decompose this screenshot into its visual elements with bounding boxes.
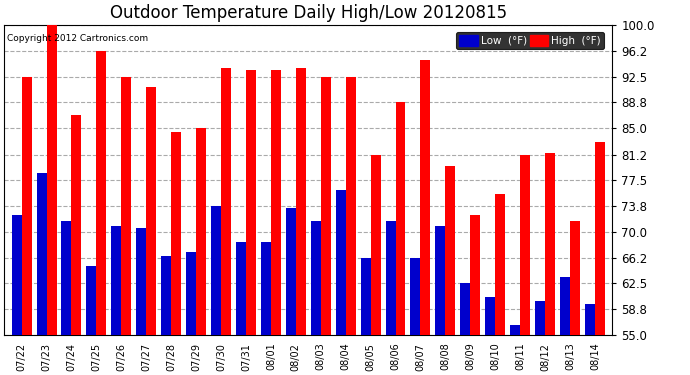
Bar: [485, 297, 495, 335]
Legend: Low  (°F), High  (°F): Low (°F), High (°F): [456, 32, 604, 49]
Bar: [310, 221, 321, 335]
Bar: [346, 77, 355, 335]
Bar: [520, 154, 530, 335]
Bar: [286, 208, 296, 335]
Bar: [585, 304, 595, 335]
Bar: [570, 221, 580, 335]
Bar: [12, 214, 21, 335]
Bar: [121, 77, 131, 335]
Bar: [560, 276, 570, 335]
Bar: [246, 70, 256, 335]
Bar: [435, 226, 445, 335]
Bar: [460, 284, 471, 335]
Bar: [86, 266, 97, 335]
Bar: [386, 221, 395, 335]
Bar: [61, 221, 72, 335]
Bar: [535, 301, 545, 335]
Bar: [161, 256, 171, 335]
Title: Outdoor Temperature Daily High/Low 20120815: Outdoor Temperature Daily High/Low 20120…: [110, 4, 507, 22]
Bar: [236, 242, 246, 335]
Text: Copyright 2012 Cartronics.com: Copyright 2012 Cartronics.com: [7, 34, 148, 44]
Bar: [171, 132, 181, 335]
Bar: [196, 128, 206, 335]
Bar: [545, 153, 555, 335]
Bar: [495, 194, 505, 335]
Bar: [471, 214, 480, 335]
Bar: [21, 77, 32, 335]
Bar: [97, 51, 106, 335]
Bar: [411, 258, 420, 335]
Bar: [321, 77, 331, 335]
Bar: [296, 68, 306, 335]
Bar: [137, 228, 146, 335]
Bar: [261, 242, 271, 335]
Bar: [445, 166, 455, 335]
Bar: [420, 60, 431, 335]
Bar: [595, 142, 605, 335]
Bar: [72, 115, 81, 335]
Bar: [186, 252, 196, 335]
Bar: [221, 68, 231, 335]
Bar: [336, 190, 346, 335]
Bar: [211, 206, 221, 335]
Bar: [371, 154, 381, 335]
Bar: [46, 25, 57, 335]
Bar: [271, 70, 281, 335]
Bar: [111, 226, 121, 335]
Bar: [37, 173, 46, 335]
Bar: [510, 325, 520, 335]
Bar: [361, 258, 371, 335]
Bar: [395, 102, 406, 335]
Bar: [146, 87, 156, 335]
